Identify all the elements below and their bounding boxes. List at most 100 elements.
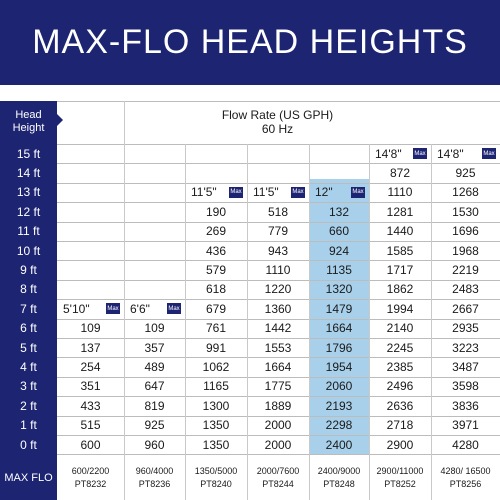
row-separator — [57, 222, 500, 223]
table-cell: 2060 — [325, 379, 353, 394]
table-cell: 2636 — [386, 398, 414, 413]
table-cell: 943 — [267, 243, 289, 258]
table-cell: 2219 — [452, 263, 479, 278]
table-cell: 1862 — [386, 282, 414, 297]
table-cell: 2900 — [386, 437, 414, 452]
row-separator — [57, 357, 500, 358]
table-cell: 647 — [144, 379, 165, 394]
row-separator — [57, 396, 500, 397]
column-separator — [124, 144, 125, 500]
row-separator — [57, 202, 500, 203]
table-cell: 924 — [328, 243, 350, 258]
table-cell: 1717 — [386, 263, 414, 278]
table-cell: 109 — [80, 321, 101, 336]
table-cell: 1110 — [387, 185, 413, 200]
table-cell: 357 — [144, 340, 165, 355]
table-cell: 2718 — [386, 418, 414, 433]
row-label: 13 ft — [16, 185, 41, 200]
table-cell: 132 — [328, 204, 350, 219]
table-cell: 518 — [267, 204, 289, 219]
table-cell: 1281 — [386, 204, 414, 219]
table-cell: 1889 — [264, 398, 292, 413]
table-cell: 2400 — [325, 437, 353, 452]
row-label: 1 ft — [20, 418, 37, 433]
table-cell: 1442 — [264, 321, 292, 336]
table-cell: 1350 — [202, 437, 230, 452]
table-cell: 351 — [80, 379, 101, 394]
table-cell: 254 — [80, 360, 101, 375]
table-cell: 1994 — [386, 301, 414, 316]
row-separator — [57, 338, 500, 339]
table-cell: 1530 — [452, 204, 479, 219]
row-label: 3 ft — [20, 379, 37, 394]
row-label: 11 ft — [17, 224, 40, 239]
table-cell: 1968 — [452, 243, 479, 258]
table-cell: 761 — [205, 321, 227, 336]
row-separator — [57, 416, 500, 417]
max-head-label: 12" — [315, 185, 333, 200]
header-separator — [57, 101, 500, 102]
max-badge: Max — [413, 148, 427, 159]
table-cell: 2298 — [325, 418, 353, 433]
column-separator — [431, 144, 432, 500]
column-separator — [247, 144, 248, 500]
max-badge: Max — [167, 303, 181, 315]
table-cell: 925 — [144, 418, 165, 433]
row-separator — [57, 435, 500, 436]
table-cell: 1796 — [325, 340, 353, 355]
row-label: 8 ft — [20, 282, 37, 297]
head-height-header: Head Height — [12, 109, 45, 134]
model-label: 600/2200 PT8232 — [71, 466, 110, 489]
max-badge: Max — [291, 186, 305, 198]
table-cell: 600 — [80, 437, 101, 452]
table-cell: 872 — [389, 166, 411, 181]
table-cell: 1954 — [325, 360, 353, 375]
table-cell: 1585 — [386, 243, 414, 258]
table-cell: 579 — [205, 263, 227, 278]
table-cell: 489 — [144, 360, 165, 375]
row-label: 0 ft — [20, 437, 37, 452]
table-cell: 1300 — [202, 398, 230, 413]
model-label: 1350/5000 PT8240 — [194, 466, 238, 489]
row-label: 7 ft — [20, 301, 37, 316]
table-cell: 925 — [455, 166, 476, 181]
row-label: 2 ft — [20, 398, 37, 413]
header-pointer-arrow — [57, 114, 63, 126]
table-cell: 1696 — [452, 224, 479, 239]
column-separator — [309, 144, 310, 500]
model-label: 4280/ 16500 PT8256 — [440, 466, 491, 489]
table-cell: 433 — [80, 398, 101, 413]
column-separator — [185, 144, 186, 500]
table-cell: 2667 — [452, 301, 479, 316]
table-cell: 1440 — [386, 224, 414, 239]
table-cell: 2000 — [264, 437, 292, 452]
table-cell: 960 — [144, 437, 165, 452]
row-label: 4 ft — [20, 360, 37, 375]
table-cell: 2935 — [452, 321, 479, 336]
row-separator — [57, 319, 500, 320]
table-cell: 1135 — [326, 263, 352, 278]
table-cell: 269 — [205, 224, 227, 239]
table-cell: 1268 — [452, 185, 479, 200]
row-label: 12 ft — [16, 204, 41, 219]
table-cell: 1360 — [264, 301, 292, 316]
model-label: 2000/7600 PT8244 — [256, 466, 300, 489]
table-cell: 190 — [205, 204, 227, 219]
table-cell: 4280 — [452, 437, 479, 452]
table-cell: 1220 — [264, 282, 292, 297]
table-cell: 3223 — [452, 340, 479, 355]
column-separator — [124, 101, 125, 144]
row-separator — [57, 454, 500, 455]
max-badge: Max — [229, 186, 243, 198]
model-label: 2400/9000 PT8248 — [317, 466, 361, 489]
table-cell: 1165 — [203, 379, 229, 394]
column-separator — [369, 144, 370, 500]
row-label: 9 ft — [20, 263, 37, 278]
max-badge: Max — [482, 148, 496, 159]
flow-rate-header: Flow Rate (US GPH) 60 Hz — [221, 108, 334, 136]
max-head-label: 5'10" — [63, 301, 90, 316]
max-badge: Max — [106, 303, 120, 315]
table-cell: 2496 — [386, 379, 414, 394]
max-head-label: 6'6" — [130, 301, 150, 316]
